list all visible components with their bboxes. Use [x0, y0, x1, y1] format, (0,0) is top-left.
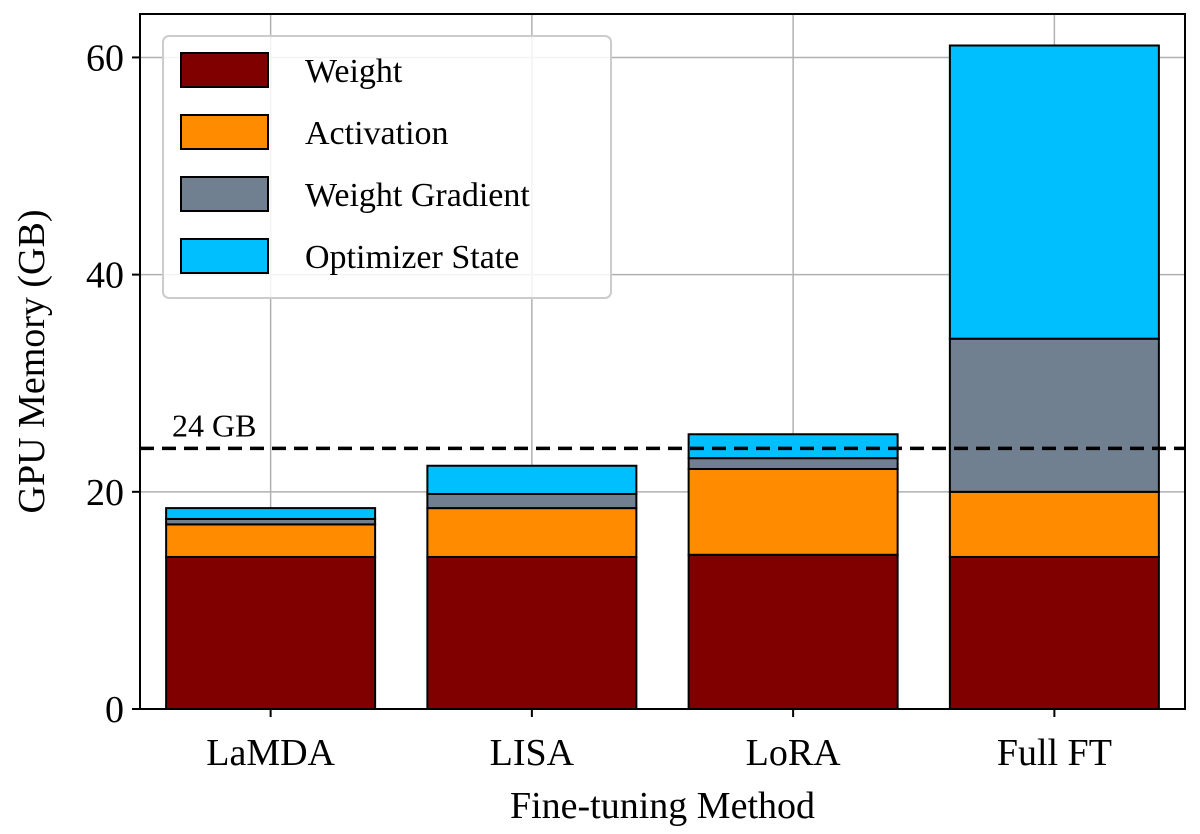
legend-label-2: Weight Gradient	[305, 177, 530, 214]
bars	[165, 44, 1160, 710]
legend-label-1: Activation	[305, 115, 449, 152]
y-tick-label-0: 0	[105, 689, 124, 731]
bar-segment-2-3	[687, 433, 899, 460]
bar-segment-3-2	[948, 337, 1160, 493]
bar-segment-3-1	[948, 490, 1160, 558]
reference-line-group: 24 GB	[140, 407, 1185, 451]
bar-segment-3-0	[948, 555, 1160, 710]
x-axis-label: Fine-tuning Method	[510, 785, 815, 827]
bar-segment-0-1	[165, 523, 377, 558]
legend-swatch-3	[180, 238, 269, 274]
legend-box	[162, 35, 612, 299]
bar-segment-2-1	[687, 468, 899, 556]
axis-ticks: 0 20 40 60 LaMDA LISA LoRA Full FT	[86, 37, 1112, 774]
plot-frame	[139, 13, 1186, 710]
bar-segment-0-0	[165, 555, 377, 710]
y-tick-label-60: 60	[86, 37, 124, 79]
bar-segment-1-0	[426, 555, 638, 710]
legend-swatch-0	[180, 52, 269, 88]
y-axis-label: GPU Memory (GB)	[11, 210, 53, 514]
legend-swatch-2	[180, 176, 269, 212]
bar-segment-2-0	[687, 553, 899, 710]
x-tick-label-1: LISA	[490, 732, 575, 774]
legend-label-3: Optimizer State	[305, 239, 519, 276]
bar-segment-1-1	[426, 507, 638, 558]
y-tick-label-20: 20	[86, 472, 124, 514]
x-tick-label-0: LaMDA	[206, 732, 335, 774]
x-tick-label-3: Full FT	[997, 732, 1112, 774]
bar-segment-0-3	[165, 507, 377, 520]
legend-label-0: Weight	[305, 53, 403, 90]
y-tick-label-40: 40	[86, 255, 124, 297]
bar-segment-2-2	[687, 457, 899, 471]
x-tick-label-2: LoRA	[746, 732, 842, 774]
reference-line-label: 24 GB	[172, 407, 256, 443]
legend: Weight Activation Weight Gradient Optimizer…	[162, 35, 612, 299]
bar-segment-1-3	[426, 464, 638, 495]
bar-segment-3-3	[948, 44, 1160, 340]
bar-segment-1-2	[426, 492, 638, 510]
legend-swatch-1	[180, 114, 269, 150]
